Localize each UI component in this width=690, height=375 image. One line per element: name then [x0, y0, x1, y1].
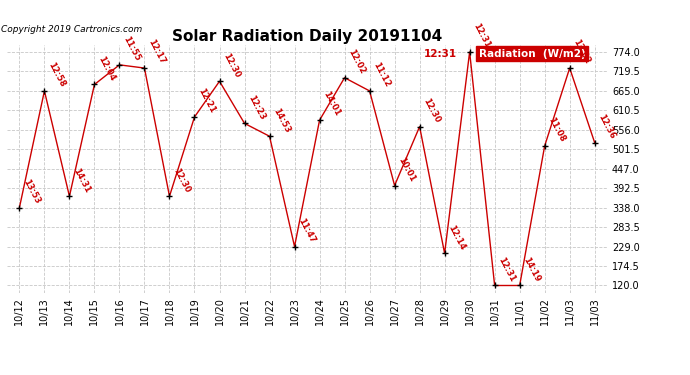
Text: 12:02: 12:02: [346, 48, 367, 76]
Title: Solar Radiation Daily 20191104: Solar Radiation Daily 20191104: [172, 29, 442, 44]
Text: 12:21: 12:21: [197, 87, 217, 115]
Text: 12:04: 12:04: [97, 54, 117, 82]
Text: 14:31: 14:31: [72, 166, 92, 194]
Text: Radiation  (W/m2): Radiation (W/m2): [479, 49, 586, 59]
Text: 12:14: 12:14: [446, 223, 467, 251]
Text: 12:36: 12:36: [597, 113, 617, 141]
Text: 14:53: 14:53: [272, 106, 292, 134]
Text: 12:17: 12:17: [146, 38, 167, 66]
Text: 14:01: 14:01: [322, 90, 342, 118]
Text: 12:30: 12:30: [422, 97, 442, 124]
Text: 12:23: 12:23: [246, 93, 267, 121]
Text: Copyright 2019 Cartronics.com: Copyright 2019 Cartronics.com: [1, 25, 142, 34]
Text: 10:01: 10:01: [397, 156, 417, 183]
Text: 13:53: 13:53: [21, 178, 42, 206]
Text: 11:55: 11:55: [121, 35, 142, 63]
Text: 11:12: 11:12: [372, 61, 392, 89]
Text: 12:31: 12:31: [424, 49, 457, 59]
Text: 11:47: 11:47: [297, 217, 317, 244]
Text: 14:19: 14:19: [522, 255, 542, 284]
Text: 12:31: 12:31: [497, 255, 517, 284]
Text: 11:08: 11:08: [546, 116, 567, 144]
Text: 12:31: 12:31: [472, 22, 492, 50]
Text: 12:58: 12:58: [46, 61, 67, 89]
Text: 13:02: 13:02: [572, 38, 592, 66]
Text: 12:30: 12:30: [221, 51, 242, 79]
Text: 12:30: 12:30: [172, 166, 192, 194]
